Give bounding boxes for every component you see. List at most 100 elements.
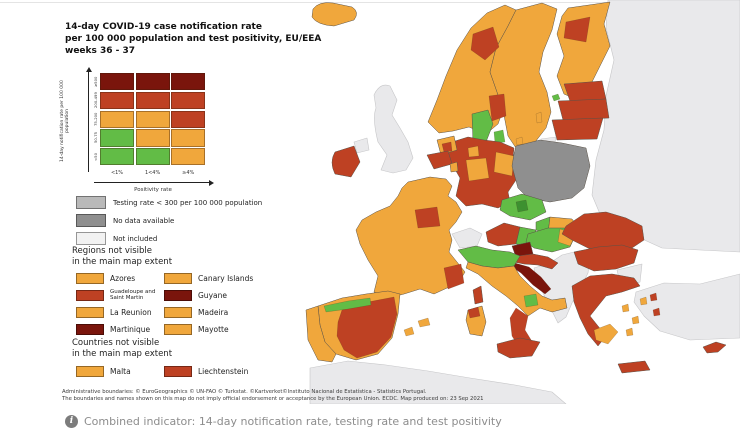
map-region-luxembourg[interactable] — [449, 161, 459, 173]
matrix-y-axis-line — [88, 72, 89, 172]
map-region-estonia[interactable] — [563, 80, 607, 102]
map-region-france[interactable] — [355, 176, 466, 299]
map-region-italy-region-south-green[interactable] — [523, 293, 539, 308]
region-item-martinique: Martinique — [76, 322, 164, 338]
legend-item-not-included: Not included — [76, 232, 262, 245]
map-region-bulgaria[interactable] — [573, 244, 639, 272]
matrix-x-axis-title: Positivity rate — [134, 187, 172, 193]
map-region-denmark[interactable] — [471, 109, 494, 144]
matrix-cell-red — [171, 110, 206, 128]
map-title: 14-day COVID-19 case notification rate p… — [65, 21, 335, 57]
matrix-grid — [100, 73, 206, 166]
map-region-austria-west[interactable] — [485, 222, 521, 247]
map-region-corsica[interactable] — [472, 285, 484, 305]
region-swatch — [76, 307, 104, 319]
map-region-netherlands-region-south[interactable] — [441, 141, 453, 153]
map-region-germany-region-northeast[interactable] — [493, 151, 515, 177]
matrix-cell-red — [171, 91, 206, 109]
map-attribution: Administrative boundaries: © EuroGeograp… — [62, 389, 542, 403]
map-region-lithuania[interactable] — [551, 117, 604, 141]
matrix-y-tick: 200-499 — [93, 92, 98, 109]
countries-section-heading: Countries not visible in the main map ex… — [72, 338, 173, 359]
map-region-sweden[interactable] — [489, 2, 558, 149]
map-region-portugal[interactable] — [305, 305, 337, 363]
map-region-gotland[interactable] — [535, 111, 543, 124]
matrix-x-ticks: <1% 1<4% ≥4% — [100, 170, 206, 176]
map-region-aegean-island-4[interactable] — [639, 296, 648, 306]
region-swatch — [164, 324, 192, 336]
region-label: Mayotte — [198, 324, 229, 334]
caption-text: Combined indicator: 14-day notification … — [84, 414, 502, 428]
region-swatch — [164, 307, 192, 319]
region-swatch — [164, 290, 192, 302]
map-region-latvia[interactable] — [557, 98, 610, 121]
map-region-czechia-region-center[interactable] — [515, 199, 529, 213]
matrix-y-tick: <50 — [93, 152, 98, 161]
map-region-poland[interactable] — [511, 139, 591, 203]
country-swatch — [164, 366, 192, 378]
map-region-norway-region-trondelag[interactable] — [470, 26, 500, 61]
map-region-croatia[interactable] — [509, 253, 559, 270]
map-region-ireland[interactable] — [331, 145, 361, 178]
matrix-cell-orange — [171, 129, 206, 147]
map-region-italy[interactable] — [465, 261, 568, 317]
matrix-x-axis-line — [94, 182, 210, 183]
map-region-spain-region-southeast[interactable] — [336, 296, 398, 359]
map-region-switzerland[interactable] — [451, 227, 483, 249]
map-region-north-africa[interactable] — [309, 360, 567, 404]
map-region-aland[interactable] — [551, 93, 561, 102]
map-region-greece-region-south[interactable] — [593, 323, 619, 345]
map-region-balearic-island-1[interactable] — [403, 326, 415, 337]
country-label: Malta — [110, 366, 131, 376]
matrix-cell-orange — [135, 110, 170, 128]
map-legend: Testing rate < 300 per 100 000 populatio… — [76, 196, 262, 250]
region-item-la-reunion: La Reunion — [76, 305, 164, 321]
matrix-y-axis-title: 14-day notification rate per 100 000 pop… — [60, 80, 70, 162]
attribution-line1: Administrative boundaries: © EuroGeograp… — [62, 389, 427, 395]
map-region-northern-ireland[interactable] — [353, 137, 370, 154]
map-region-belgium[interactable] — [426, 150, 453, 170]
matrix-y-tick: ≥500 — [93, 76, 98, 87]
map-region-balearic-island-2[interactable] — [417, 317, 431, 328]
map-region-iceland[interactable] — [311, 2, 357, 27]
map-region-aegean-island-3[interactable] — [625, 327, 634, 337]
region-swatch — [164, 273, 192, 285]
region-label: Martinique — [110, 324, 151, 334]
caption-bar: i Combined indicator: 14-day notificatio… — [0, 404, 740, 438]
matrix-cell-red — [135, 91, 170, 109]
legend-label: Testing rate < 300 per 100 000 populatio… — [113, 198, 263, 207]
region-item-madeira: Madeira — [164, 305, 304, 321]
map-region-denmark-islands[interactable] — [493, 129, 506, 144]
attribution-line2: The boundaries and names shown on this m… — [62, 396, 484, 402]
map-region-aegean-island-5[interactable] — [649, 292, 658, 302]
map-region-france-region-center-east[interactable] — [414, 206, 441, 229]
map-region-germany-region-center[interactable] — [465, 157, 490, 182]
region-item-guadeloupe: Guadeloupe and Saint Martin — [76, 288, 164, 304]
matrix-cell-orange — [135, 129, 170, 147]
map-region-france-region-southeast[interactable] — [443, 263, 465, 290]
map-region-turkey[interactable] — [633, 273, 740, 341]
europe-choropleth-map — [305, 0, 740, 404]
map-region-norway-region-oslo[interactable] — [488, 93, 507, 122]
map-region-germany-region-hamburg[interactable] — [467, 145, 480, 158]
map-region-sicily[interactable] — [496, 337, 541, 359]
map-region-crete[interactable] — [617, 360, 651, 374]
map-region-sardinia-region-north[interactable] — [467, 306, 481, 319]
map-region-aegean-island-6[interactable] — [652, 307, 661, 317]
matrix-x-tick: ≥4% — [182, 170, 195, 176]
matrix-y-tick: 50-75 — [93, 132, 98, 144]
map-region-romania[interactable] — [561, 211, 645, 253]
map-region-united-kingdom[interactable] — [373, 84, 414, 174]
map-region-spain-region-north-coast[interactable] — [323, 297, 372, 313]
map-region-aegean-island-2[interactable] — [631, 315, 640, 325]
map-region-finland-region-north[interactable] — [563, 16, 591, 43]
matrix-cell-darkred — [171, 73, 206, 91]
region-item-mayotte: Mayotte — [164, 322, 304, 338]
indicator-matrix-legend: 14-day notification rate per 100 000 pop… — [56, 66, 291, 201]
country-swatch — [76, 366, 104, 378]
matrix-cell-green — [100, 129, 134, 147]
map-region-aegean-island-1[interactable] — [621, 303, 630, 313]
map-region-greece[interactable] — [571, 273, 641, 347]
country-item-liechtenstein: Liechtenstein — [164, 364, 304, 380]
map-region-cyprus[interactable] — [702, 341, 727, 354]
